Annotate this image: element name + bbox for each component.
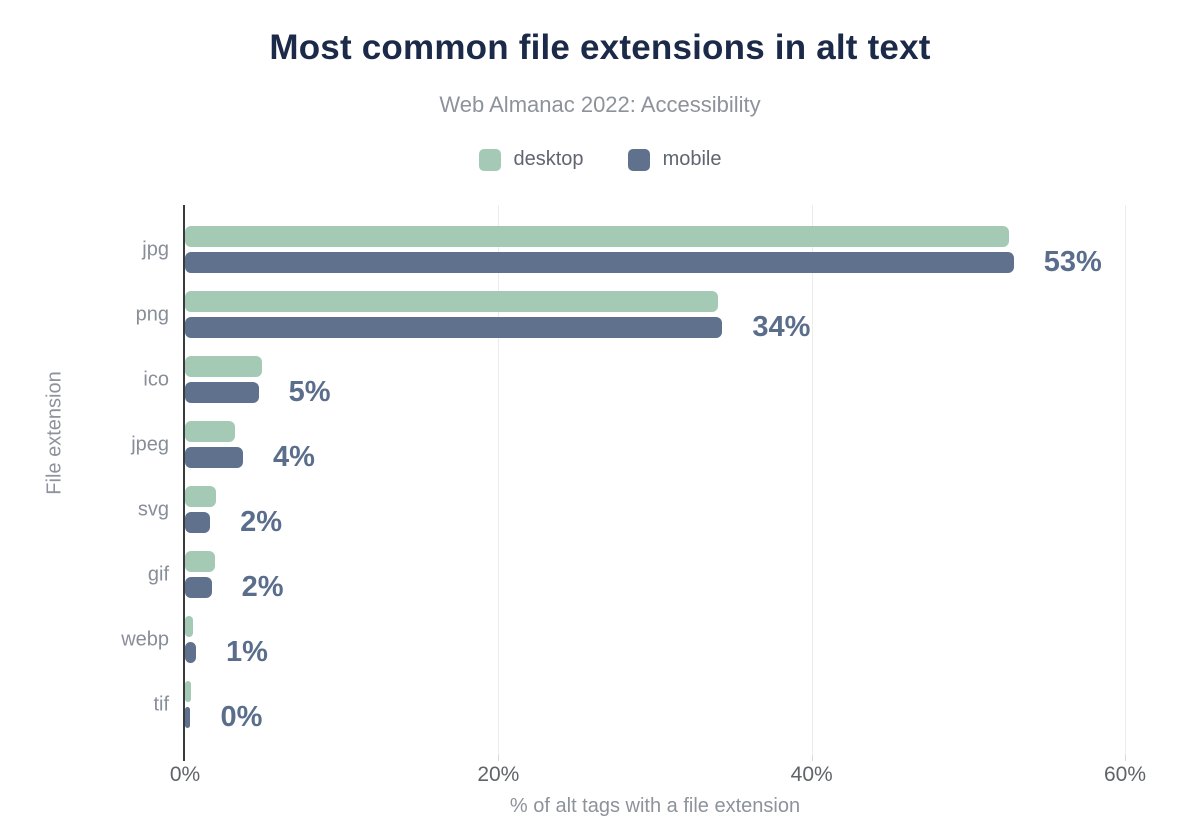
x-tick-label-20: 20%: [477, 763, 520, 786]
value-label: 53%: [1043, 246, 1102, 278]
category-label: webp: [121, 628, 169, 650]
category-label: tif: [153, 693, 169, 715]
desktop-bar-jpg[interactable]: [185, 226, 1010, 247]
bar-pair: 0%: [185, 681, 1125, 732]
desktop-bar-ico[interactable]: [185, 356, 262, 377]
bar-group-jpeg: jpeg 4%: [131, 412, 1125, 477]
bar-group-jpg: jpg 53%: [142, 217, 1125, 282]
bar-line-desktop: [185, 681, 1125, 702]
category-label: png: [135, 303, 169, 325]
mobile-bar-webp[interactable]: [185, 642, 196, 663]
desktop-bar-jpeg[interactable]: [185, 421, 236, 442]
bar-group-webp: webp 1%: [121, 607, 1125, 672]
bar-group-png: png 34%: [136, 282, 1125, 347]
desktop-bar-tif[interactable]: [185, 681, 192, 702]
bar-line-desktop: [185, 486, 1125, 507]
bar-pair: 5%: [185, 356, 1125, 407]
desktop-bar-gif[interactable]: [185, 551, 215, 572]
bar-group-gif: gif 2%: [148, 542, 1125, 607]
bar-group-tif: tif 0%: [153, 672, 1125, 737]
bar-pair: 2%: [185, 486, 1125, 537]
bar-line-mobile: 2%: [185, 573, 1125, 602]
legend-item-mobile[interactable]: mobile: [627, 148, 722, 171]
mobile-bar-gif[interactable]: [185, 577, 212, 598]
gridline-20: [498, 205, 500, 755]
value-label: 2%: [241, 571, 284, 603]
mobile-bar-jpg[interactable]: [185, 252, 1014, 273]
bar-line-mobile: 5%: [185, 378, 1125, 407]
bar-line-desktop: [185, 551, 1125, 572]
bar-line-desktop: [185, 421, 1125, 442]
desktop-bar-svg[interactable]: [185, 486, 217, 507]
bar-line-mobile: 0%: [185, 703, 1125, 732]
bar-group-ico: ico 5%: [143, 347, 1125, 412]
bar-pair: 53%: [185, 226, 1125, 277]
bar-line-desktop: [185, 616, 1125, 637]
gridline-40: [811, 205, 813, 755]
category-label: svg: [137, 498, 169, 520]
x-tick-mark-20: [498, 755, 500, 761]
x-tick-label-0: 0%: [169, 763, 201, 786]
x-tick-mark-40: [811, 755, 813, 761]
x-tick-mark-0: [183, 755, 185, 761]
gridline-60: [1125, 205, 1126, 755]
desktop-bar-webp[interactable]: [185, 616, 193, 637]
mobile-bar-png[interactable]: [185, 317, 723, 338]
y-axis-title: File extension: [43, 371, 66, 495]
value-label: 1%: [225, 636, 268, 668]
value-label: 0%: [220, 701, 263, 733]
y-axis-line: [183, 205, 185, 761]
legend-label: desktop: [513, 148, 584, 170]
mobile-bar-svg[interactable]: [185, 512, 211, 533]
mobile-bar-ico[interactable]: [185, 382, 259, 403]
category-label: gif: [147, 563, 169, 585]
category-label: jpg: [142, 238, 169, 260]
bar-line-mobile: 53%: [185, 248, 1125, 277]
category-label: jpeg: [131, 433, 169, 455]
bar-line-mobile: 4%: [185, 443, 1125, 472]
bar-line-mobile: 1%: [185, 638, 1125, 667]
legend-swatch-mobile: [627, 148, 650, 171]
bar-line-desktop: [185, 226, 1125, 247]
x-tick-label-40: 40%: [790, 763, 833, 786]
bar-pair: 34%: [185, 291, 1125, 342]
bar-pair: 4%: [185, 421, 1125, 472]
x-axis-title: % of alt tags with a file extension: [509, 795, 801, 817]
plot-area: jpg 53% png 34% ico 5% jpeg 4% svg 2% gif 2% webp 1% t…: [121, 205, 1146, 817]
bar-pair: 2%: [185, 551, 1125, 602]
bar-line-mobile: 34%: [185, 313, 1125, 342]
legend-label: mobile: [662, 148, 722, 170]
legend-item-desktop[interactable]: desktop: [478, 148, 584, 171]
chart-subtitle: Web Almanac 2022: Accessibility: [439, 92, 761, 117]
chart-title: Most common file extensions in alt text: [269, 28, 931, 67]
x-tick-mark-60: [1125, 755, 1126, 761]
value-label: 4%: [272, 441, 315, 473]
desktop-bar-png[interactable]: [185, 291, 718, 312]
x-tick-label-60: 60%: [1103, 763, 1147, 786]
value-label: 5%: [288, 376, 331, 408]
bar-rows: jpg 53% png 34% ico 5% jpeg 4% svg 2% gif 2% webp 1% t…: [121, 205, 1125, 755]
legend: desktop mobile: [0, 148, 1200, 171]
bar-line-desktop: [185, 291, 1125, 312]
legend-swatch-desktop: [478, 148, 501, 171]
value-label: 2%: [240, 506, 282, 538]
bar-line-mobile: 2%: [185, 508, 1125, 537]
bar-group-svg: svg 2%: [138, 477, 1125, 542]
mobile-bar-tif[interactable]: [185, 707, 191, 728]
bar-pair: 1%: [185, 616, 1125, 667]
value-label: 34%: [752, 311, 811, 343]
mobile-bar-jpeg[interactable]: [185, 447, 243, 468]
category-label: ico: [143, 368, 169, 390]
bar-line-desktop: [185, 356, 1125, 377]
